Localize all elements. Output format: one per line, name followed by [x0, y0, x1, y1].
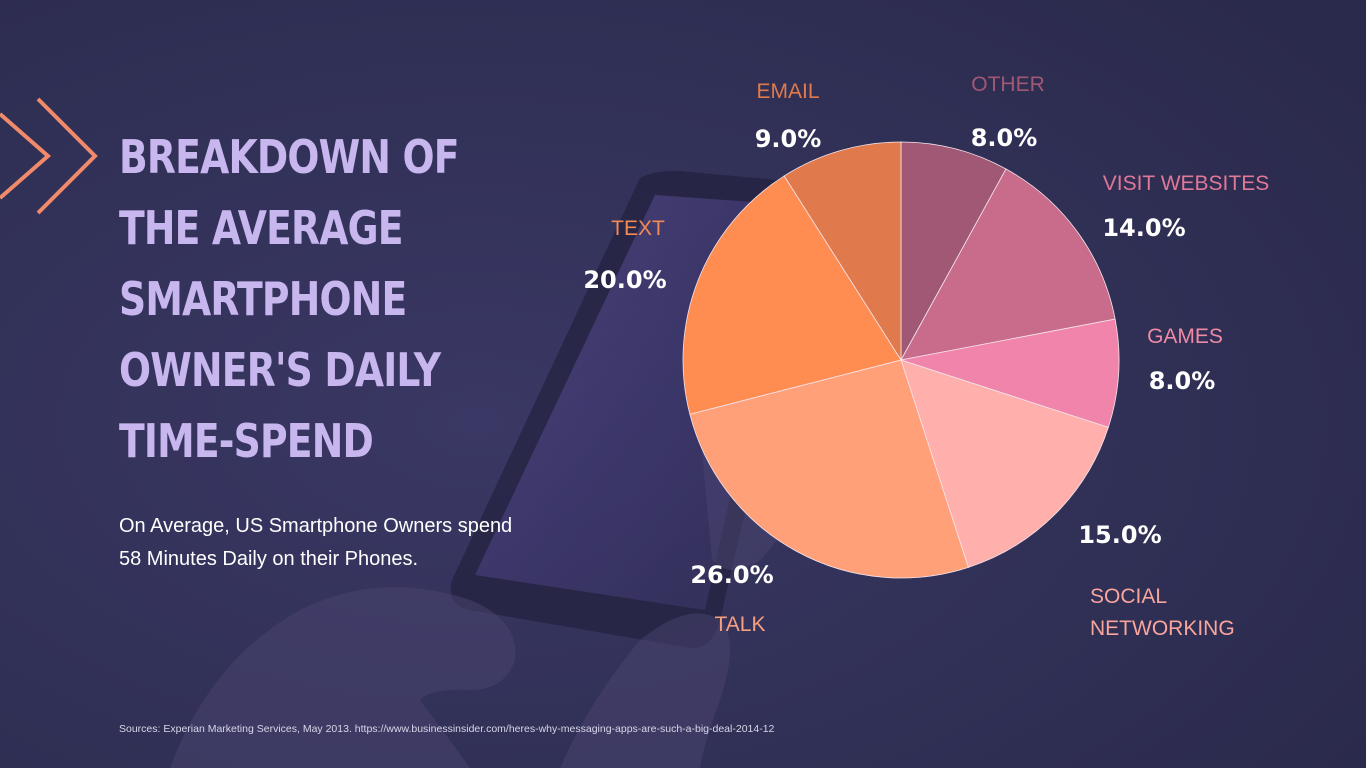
pie-slice-games [900, 318, 1120, 428]
slice-category-label: TEXT [611, 217, 665, 240]
slice-value-label: 9.0% [755, 125, 822, 153]
slice-value-label: 26.0% [690, 561, 773, 589]
subtitle: On Average, US Smartphone Owners spend 5… [119, 510, 539, 576]
title-line: Breakdown of [119, 130, 459, 184]
slice-category-label: VISIT WEBSITES [1103, 172, 1269, 195]
title-line: Owner's Daily [119, 343, 441, 397]
slice-category-label: SOCIAL NETWORKING [1090, 585, 1235, 640]
slice-value-label: 8.0% [1149, 367, 1216, 395]
chevron-decoration-icon [0, 97, 98, 215]
title-line: the Average [119, 201, 404, 255]
pie-slice-text [682, 175, 902, 415]
page-title: Breakdown of the Average Smartphone Owne… [119, 122, 463, 477]
pie-slice-other [900, 141, 1007, 361]
slice-value-label: 14.0% [1102, 214, 1185, 242]
slice-value-label: 8.0% [971, 124, 1038, 152]
subtitle-line: On Average, US Smartphone Owners spend [119, 515, 513, 537]
title-line: Time-Spend [119, 414, 374, 468]
pie-slice-visit-websites [900, 168, 1116, 361]
slice-value-label: 20.0% [583, 266, 666, 294]
title-line: Smartphone [119, 272, 407, 326]
subtitle-line: 58 Minutes Daily on their Phones. [119, 548, 419, 570]
pie-slice-social-networking [900, 359, 1109, 568]
source-note: Sources: Experian Marketing Services, Ma… [119, 723, 775, 735]
slice-category-label: TALK [715, 613, 766, 636]
slice-category-label: EMAIL [756, 80, 819, 103]
pie-slice-talk [689, 359, 969, 579]
pie-slice-email [783, 141, 902, 362]
slice-value-label: 15.0% [1078, 521, 1161, 549]
slice-category-label: OTHER [971, 73, 1045, 96]
slice-category-label: GAMES [1147, 325, 1223, 348]
